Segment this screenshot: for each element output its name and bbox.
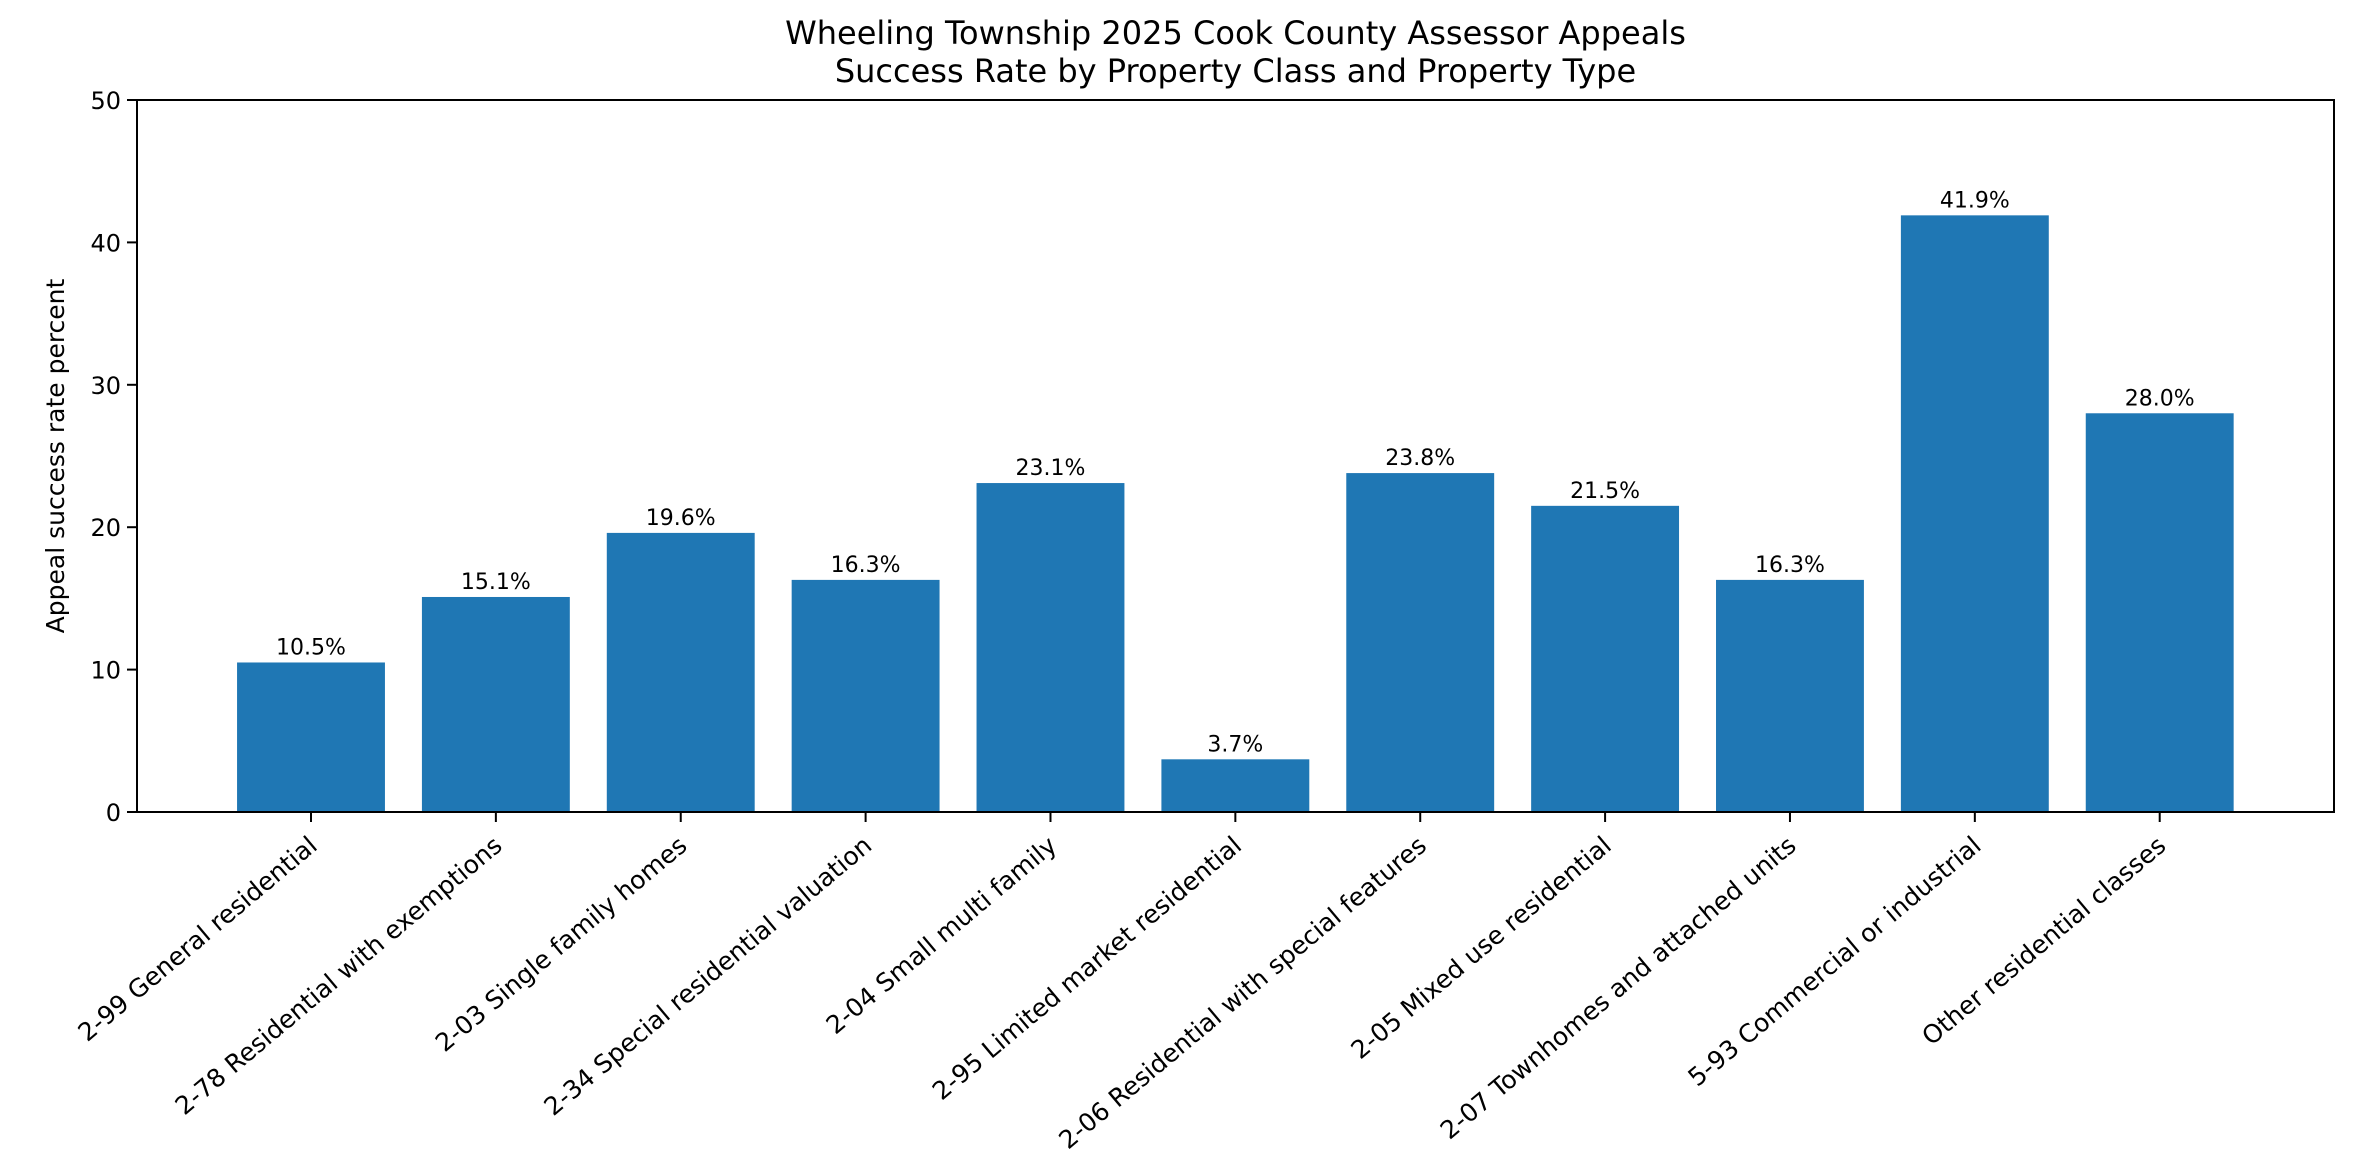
- data-label: 16.3%: [1755, 553, 1825, 578]
- data-label: 23.8%: [1385, 446, 1455, 471]
- bar: [1900, 215, 2049, 812]
- data-label: 21.5%: [1570, 479, 1640, 504]
- bar: [1346, 473, 1495, 812]
- y-axis-label: Appeal success rate percent: [41, 278, 70, 633]
- bar: [791, 579, 940, 812]
- x-tick-label: 2-07 Townhomes and attached units: [1435, 830, 1802, 1144]
- data-label: 23.1%: [1016, 456, 1086, 481]
- bar: [237, 662, 385, 812]
- data-label: 3.7%: [1207, 732, 1263, 757]
- y-axis: 0 10 20 30 40 50: [90, 87, 137, 827]
- data-labels-group: 10.5% 15.1% 19.6% 16.3% 23.1% 3.7% 23.8% 21.5% 1…: [276, 188, 2195, 757]
- y-tick-label: 20: [90, 514, 121, 542]
- bar: [976, 483, 1125, 812]
- data-label: 10.5%: [276, 635, 346, 660]
- chart-title-line-2: Success Rate by Property Class and Prope…: [835, 52, 1636, 90]
- data-label: 28.0%: [2125, 386, 2195, 411]
- data-label: 15.1%: [461, 570, 531, 595]
- axes-frame: [136, 99, 2335, 813]
- bar: [1531, 505, 1680, 812]
- x-tick-label: 2-06 Residential with special features: [1053, 830, 1432, 1154]
- bar: [2085, 413, 2234, 812]
- chart-title-line-1: Wheeling Township 2025 Cook County Asses…: [785, 14, 1686, 52]
- data-label: 19.6%: [646, 506, 716, 531]
- x-tick-label: 2-95 Limited market residential: [927, 830, 1247, 1105]
- y-tick-label: 0: [106, 799, 121, 827]
- bar: [421, 596, 570, 812]
- y-tick-label: 40: [90, 229, 121, 257]
- y-tick-label: 50: [90, 87, 121, 115]
- bars-group: [237, 215, 2234, 812]
- data-label: 16.3%: [831, 553, 901, 578]
- x-tick-label: 5-93 Commercial or industrial: [1683, 830, 1987, 1092]
- data-label: 41.9%: [1940, 188, 2010, 213]
- y-tick-label: 30: [90, 372, 121, 400]
- chart-title: Wheeling Township 2025 Cook County Asses…: [785, 14, 1686, 90]
- bar: [1161, 759, 1310, 812]
- bar: [1716, 579, 1864, 812]
- x-tick-label: 2-78 Residential with exemptions: [170, 830, 508, 1120]
- x-tick-label: 2-34 Special residential valuation: [538, 830, 877, 1121]
- bar: [606, 532, 755, 812]
- y-tick-label: 10: [90, 657, 121, 685]
